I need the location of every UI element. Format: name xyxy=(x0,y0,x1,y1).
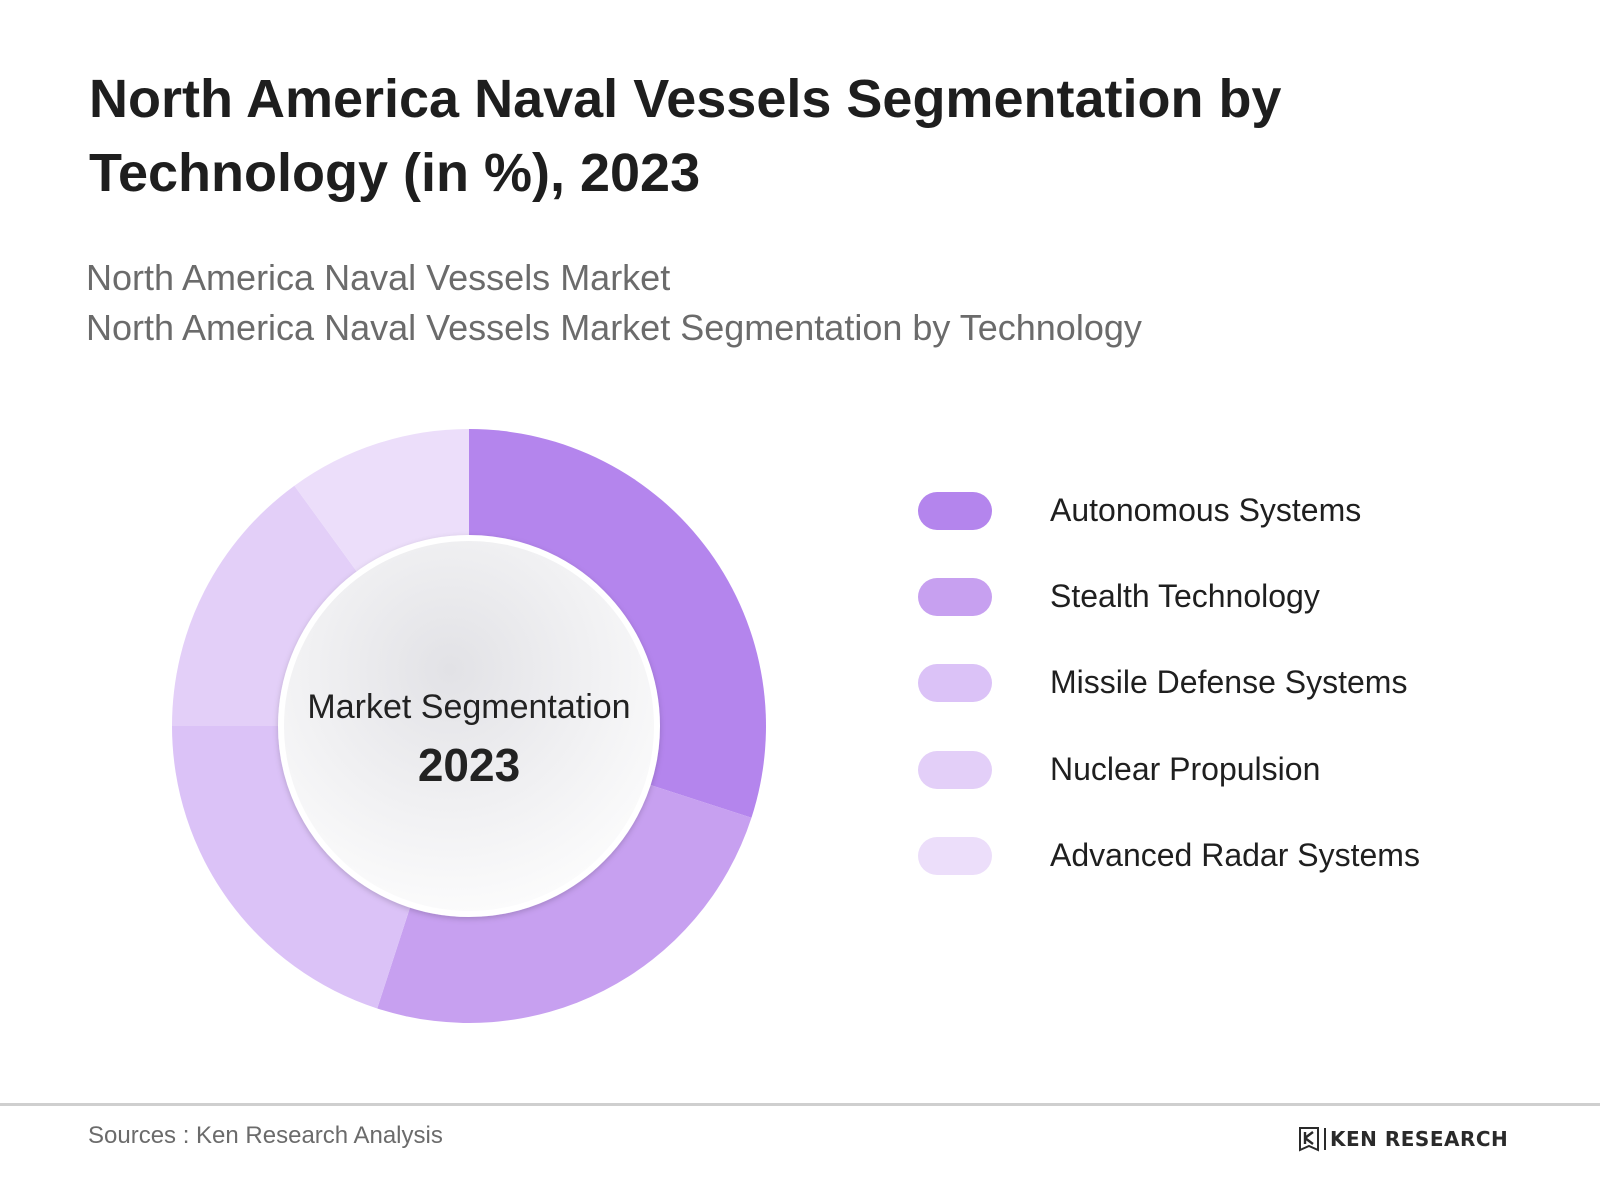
legend-item-advanced-radar-systems: Advanced Radar Systems xyxy=(918,835,1538,875)
footer-divider xyxy=(0,1103,1600,1106)
legend-label: Advanced Radar Systems xyxy=(1050,837,1420,873)
brand-logo: KEN RESEARCH xyxy=(1298,1124,1508,1154)
legend-item-autonomous-systems: Autonomous Systems xyxy=(918,490,1538,530)
legend-swatch xyxy=(918,751,992,789)
legend-label: Autonomous Systems xyxy=(1050,492,1362,528)
legend-swatch xyxy=(918,578,992,616)
legend-label: Nuclear Propulsion xyxy=(1050,751,1321,787)
chart-title: North America Naval Vessels Segmentation… xyxy=(89,69,1282,203)
legend-swatch xyxy=(918,837,992,875)
brand-separator xyxy=(1324,1128,1326,1150)
center-label: Market Segmentation xyxy=(307,688,630,726)
legend-label: Missile Defense Systems xyxy=(1050,664,1408,700)
legend-label: Stealth Technology xyxy=(1050,578,1320,614)
legend-item-missile-defense-systems: Missile Defense Systems xyxy=(918,662,1538,702)
legend-item-stealth-technology: Stealth Technology xyxy=(918,576,1538,616)
subtitle-segmentation: North America Naval Vessels Market Segme… xyxy=(86,307,1142,348)
legend-item-nuclear-propulsion: Nuclear Propulsion xyxy=(918,749,1538,789)
ken-research-logo-icon xyxy=(1299,1127,1319,1152)
brand-name: KEN RESEARCH xyxy=(1330,1127,1509,1151)
subtitle-market: North America Naval Vessels Market xyxy=(86,257,671,298)
source-note: Sources : Ken Research Analysis xyxy=(88,1122,443,1149)
donut-hub xyxy=(278,535,660,917)
center-year: 2023 xyxy=(418,739,520,791)
legend-swatch xyxy=(918,492,992,530)
legend-swatch xyxy=(918,664,992,702)
